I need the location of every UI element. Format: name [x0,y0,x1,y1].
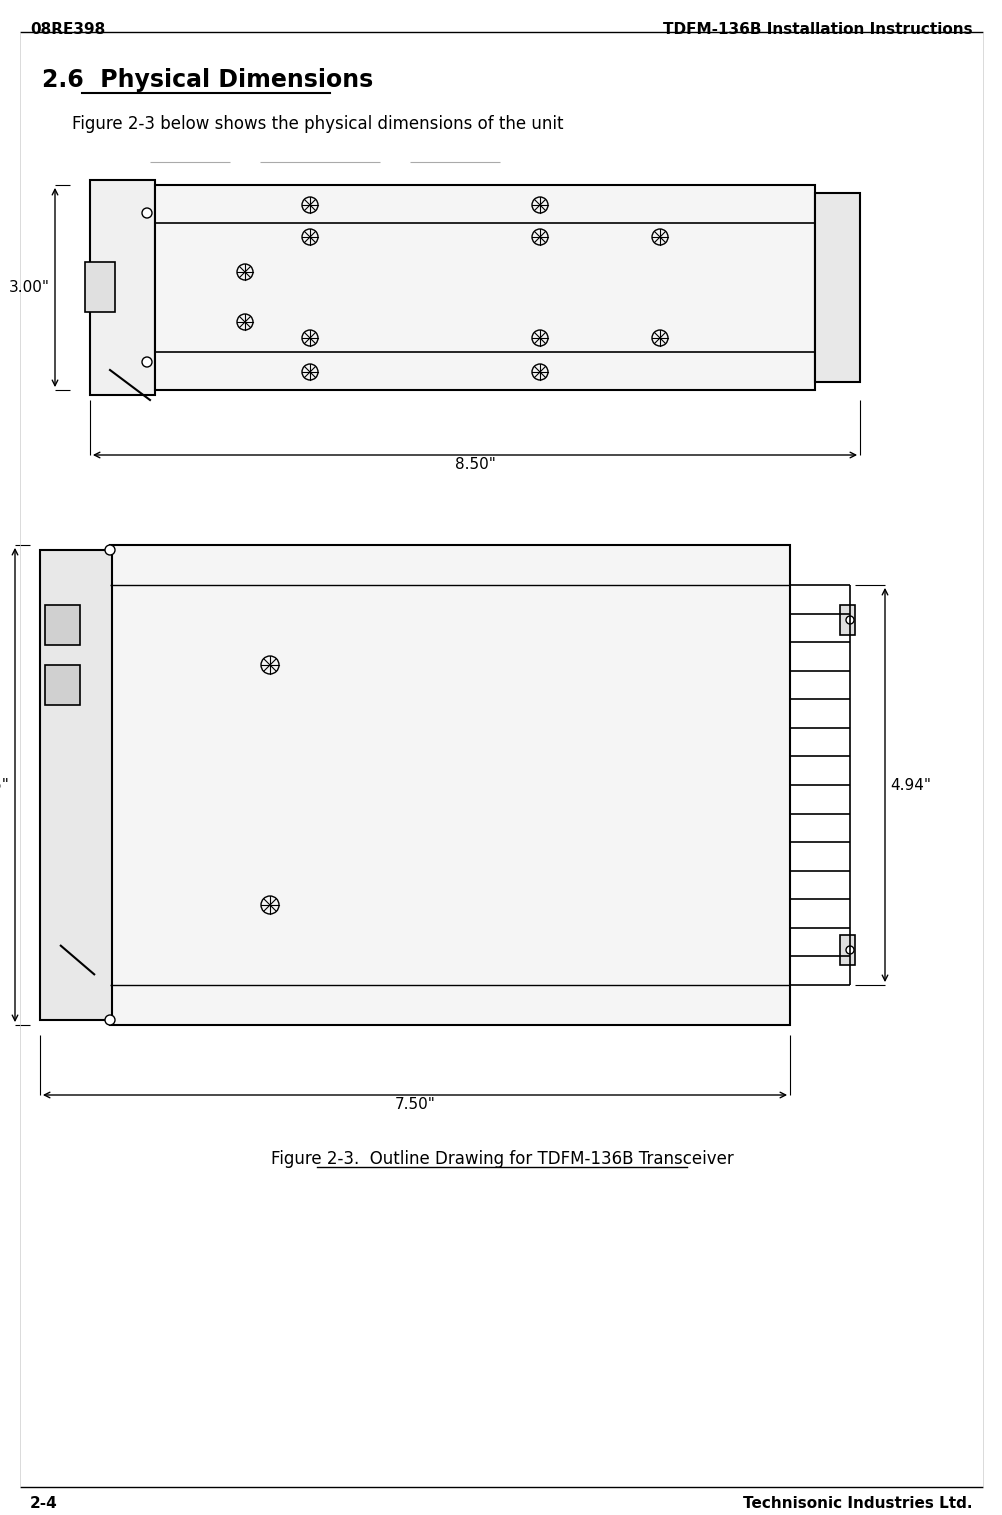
Text: 2.6  Physical Dimensions: 2.6 Physical Dimensions [42,68,373,92]
Bar [85,262,115,312]
Text: Technisonic Industries Ltd.: Technisonic Industries Ltd. [742,1495,972,1510]
Bar [45,604,80,645]
Circle shape [845,945,853,954]
Text: 3.00": 3.00" [9,279,50,294]
Text: 4.94": 4.94" [889,777,930,792]
Text: TDFM-136B Installation Instructions: TDFM-136B Installation Instructions [662,23,972,36]
Circle shape [845,617,853,624]
Bar [155,185,815,389]
Bar [839,935,854,965]
Circle shape [142,358,152,367]
Text: Figure 2-3.  Outline Drawing for TDFM-136B Transceiver: Figure 2-3. Outline Drawing for TDFM-136… [271,1150,732,1168]
Circle shape [142,208,152,218]
Bar [839,604,854,635]
Text: 8.50": 8.50" [454,458,495,473]
Bar [45,665,80,704]
Text: 7.50": 7.50" [394,1097,435,1112]
Bar [40,550,112,1020]
Bar [110,545,790,1026]
Bar [90,180,155,395]
Text: 5.75": 5.75" [0,777,10,792]
Bar [815,192,859,382]
Circle shape [105,1015,115,1026]
Text: 2-4: 2-4 [30,1495,58,1510]
Text: Figure 2-3 below shows the physical dimensions of the unit: Figure 2-3 below shows the physical dime… [72,115,563,133]
Circle shape [105,545,115,554]
Text: 08RE398: 08RE398 [30,23,105,36]
